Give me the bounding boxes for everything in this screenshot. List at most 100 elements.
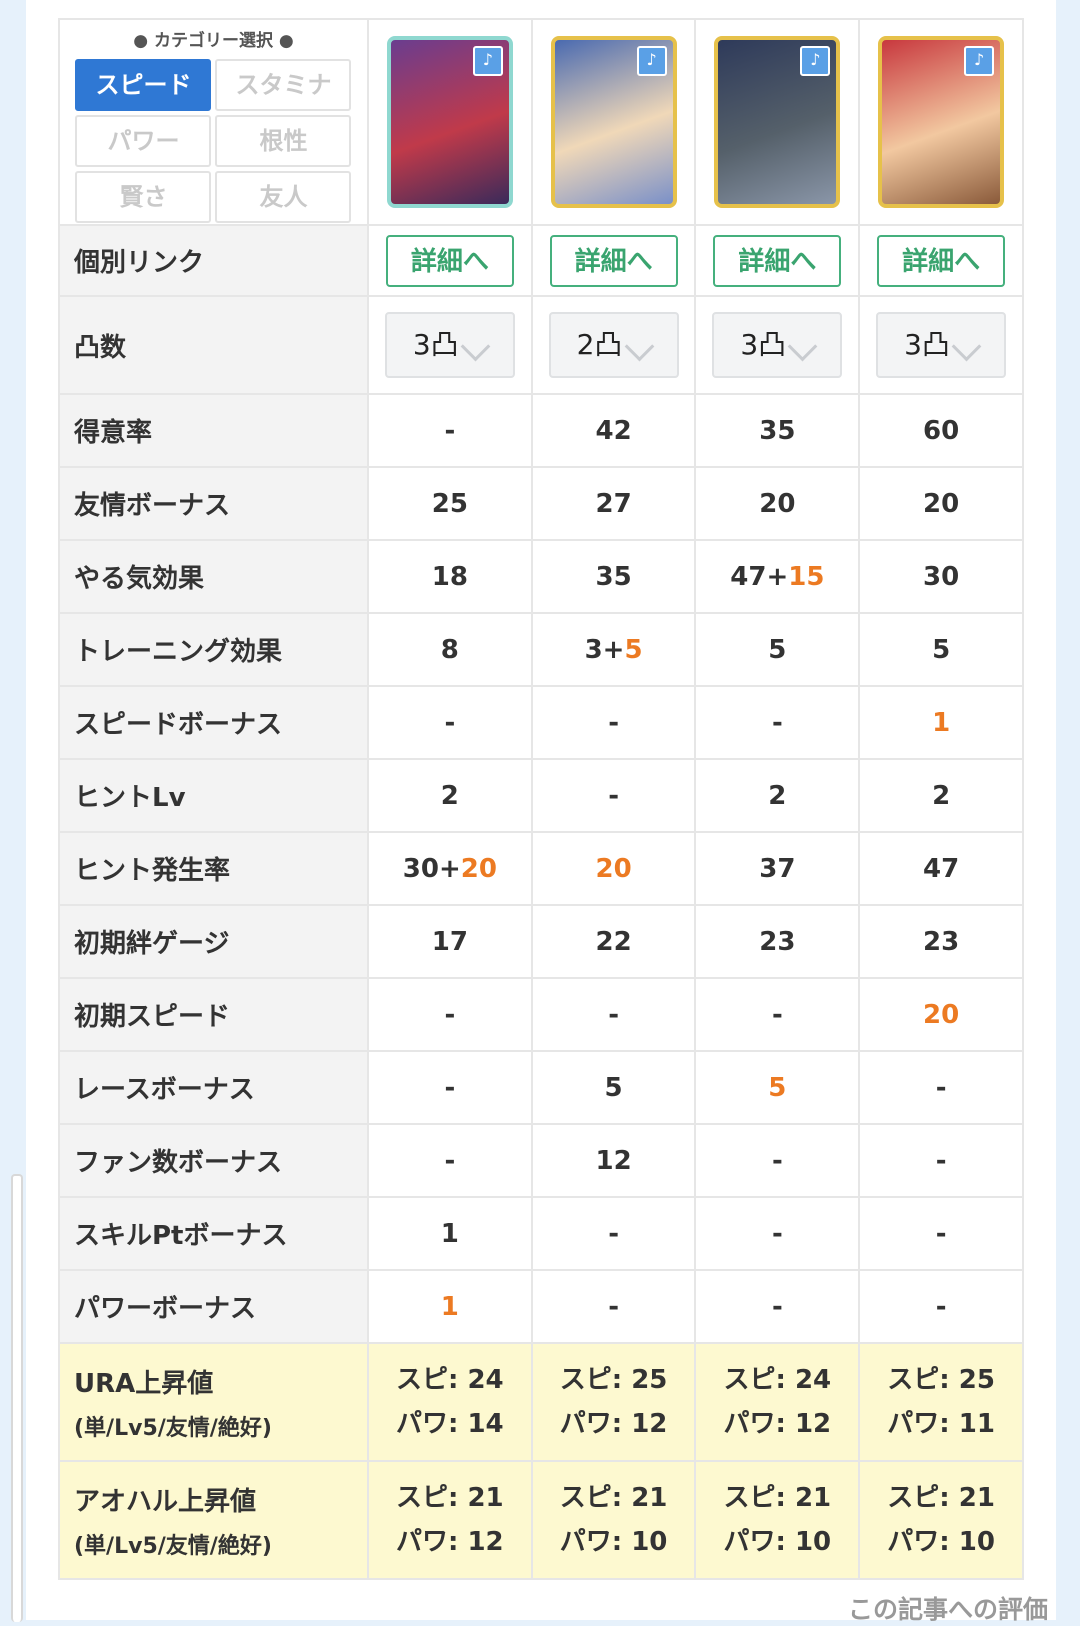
stat-base-value: 18 bbox=[431, 561, 468, 592]
power-gain: パワ: 14 bbox=[396, 1409, 504, 1439]
stat-value: 17 bbox=[366, 904, 533, 979]
speed-gain: スピ: 24 bbox=[723, 1365, 832, 1395]
stat-value: 42 bbox=[530, 393, 697, 468]
category-option-1[interactable]: スピード bbox=[75, 59, 212, 111]
stat-base-value: - bbox=[771, 1145, 783, 1176]
power-gain: パワ: 12 bbox=[723, 1409, 832, 1439]
stat-value: 30 bbox=[858, 539, 1024, 614]
category-selector: ● カテゴリー選択 ● スピード スタミナ パワー 根性 賢さ 友人 bbox=[58, 18, 369, 226]
stat-base-value: - bbox=[771, 999, 783, 1030]
stat-base-value: - bbox=[771, 1218, 783, 1249]
stat-base-value: - bbox=[608, 707, 619, 738]
stat-value: 37 bbox=[694, 831, 861, 906]
stat-value: - bbox=[858, 1269, 1024, 1344]
support-card-image-2[interactable]: ♪ bbox=[550, 36, 677, 208]
detail-button-1[interactable]: 詳細へ bbox=[385, 234, 514, 287]
stat-value: - bbox=[858, 1123, 1024, 1198]
stat-bonus-value: 5 bbox=[768, 1072, 787, 1103]
article-rating-heading: この記事への評価 bbox=[848, 1595, 1049, 1624]
stat-base-value: - bbox=[444, 1072, 456, 1103]
power-gain: パワ: 12 bbox=[559, 1409, 668, 1439]
stat-label: 初期絆ゲージ bbox=[58, 904, 369, 979]
chevron-down-icon bbox=[951, 331, 982, 362]
support-card-compare-table: ● カテゴリー選択 ● スピード スタミナ パワー 根性 賢さ 友人 ♪ ♪ ♪ ♪ 個別… bbox=[58, 18, 1024, 1580]
stat-base-value: 2 bbox=[932, 780, 951, 811]
stat-value: 60 bbox=[858, 393, 1024, 468]
scrollbar[interactable] bbox=[11, 1174, 23, 1622]
support-card-image-4[interactable]: ♪ bbox=[878, 36, 1005, 208]
limit-break-select-3[interactable]: 3凸 bbox=[712, 312, 843, 378]
ura-value: スピ: 24 パワ: 12 bbox=[694, 1342, 861, 1462]
stat-base-value: 60 bbox=[923, 415, 960, 446]
limit-break-select-1[interactable]: 3凸 bbox=[384, 312, 515, 378]
stat-label: やる気効果 bbox=[58, 539, 369, 614]
stat-base-value: 35 bbox=[595, 561, 632, 592]
detail-link-label: 個別リンク bbox=[58, 224, 369, 297]
stat-bonus-value: 5 bbox=[624, 634, 643, 665]
stat-base-value: 47+ bbox=[730, 561, 789, 592]
limit-break-select-2[interactable]: 2凸 bbox=[548, 312, 679, 378]
aoharu-label: アオハル上昇値 (単/Lv5/友情/絶好) bbox=[58, 1460, 369, 1580]
stat-value: 35 bbox=[530, 539, 697, 614]
aoharu-label-title: アオハル上昇値 bbox=[74, 1486, 257, 1517]
category-option-5[interactable]: 賢さ bbox=[75, 171, 212, 223]
support-card-image-3[interactable]: ♪ bbox=[714, 36, 841, 208]
stat-value: - bbox=[530, 1269, 697, 1344]
stat-value: 1 bbox=[858, 685, 1024, 760]
stat-value: - bbox=[858, 1050, 1024, 1125]
stat-base-value: - bbox=[608, 999, 619, 1030]
detail-button-2[interactable]: 詳細へ bbox=[549, 234, 678, 287]
stat-base-value: - bbox=[935, 1291, 947, 1322]
stat-value: 8 bbox=[366, 612, 533, 687]
stat-base-value: - bbox=[444, 1145, 456, 1176]
stat-value: 2 bbox=[366, 758, 533, 833]
stat-label: パワーボーナス bbox=[58, 1269, 369, 1344]
stat-value: - bbox=[694, 1123, 861, 1198]
stat-value: - bbox=[530, 977, 697, 1052]
stat-value: 2 bbox=[858, 758, 1024, 833]
stat-label: 初期スピード bbox=[58, 977, 369, 1052]
stat-base-value: 5 bbox=[932, 634, 951, 665]
chevron-down-icon bbox=[624, 331, 654, 362]
stat-value: - bbox=[366, 685, 533, 760]
stat-base-value: - bbox=[608, 1291, 619, 1322]
stat-value: - bbox=[366, 977, 533, 1052]
stat-value: 1 bbox=[366, 1196, 533, 1271]
stat-value: - bbox=[694, 977, 861, 1052]
stat-base-value: 25 bbox=[431, 488, 468, 519]
stat-bonus-value: 20 bbox=[923, 999, 960, 1030]
power-gain: パワ: 10 bbox=[559, 1527, 668, 1557]
detail-button-3[interactable]: 詳細へ bbox=[713, 234, 842, 287]
category-option-2[interactable]: スタミナ bbox=[215, 59, 352, 111]
stat-value: - bbox=[530, 685, 697, 760]
stat-base-value: 17 bbox=[431, 926, 468, 957]
stat-base-value: 27 bbox=[595, 488, 632, 519]
power-gain: パワ: 12 bbox=[396, 1527, 504, 1557]
category-option-3[interactable]: パワー bbox=[75, 115, 212, 167]
speed-type-icon: ♪ bbox=[472, 46, 503, 76]
stat-base-value: 5 bbox=[768, 634, 787, 665]
category-option-6[interactable]: 友人 bbox=[215, 171, 352, 223]
stat-bonus-value: 1 bbox=[932, 707, 951, 738]
stat-base-value: - bbox=[444, 415, 456, 446]
stat-value: 12 bbox=[530, 1123, 697, 1198]
detail-button-4[interactable]: 詳細へ bbox=[877, 234, 1006, 287]
stat-base-value: 23 bbox=[759, 926, 796, 957]
speed-gain: スピ: 21 bbox=[396, 1483, 504, 1513]
ura-label-title: URA上昇値 bbox=[74, 1368, 214, 1399]
stat-base-value: 5 bbox=[604, 1072, 623, 1103]
stat-base-value: - bbox=[608, 780, 619, 811]
stat-value: 23 bbox=[694, 904, 861, 979]
stat-base-value: 2 bbox=[768, 780, 787, 811]
stat-value: 5 bbox=[858, 612, 1024, 687]
stat-label: ファン数ボーナス bbox=[58, 1123, 369, 1198]
power-gain: パワ: 11 bbox=[887, 1409, 995, 1439]
speed-type-icon: ♪ bbox=[636, 46, 667, 76]
category-option-4[interactable]: 根性 bbox=[215, 115, 352, 167]
stat-base-value: 47 bbox=[923, 853, 960, 884]
limit-break-select-4[interactable]: 3凸 bbox=[876, 312, 1007, 378]
stat-base-value: - bbox=[444, 707, 456, 738]
stat-base-value: 42 bbox=[595, 415, 632, 446]
stat-value: 23 bbox=[858, 904, 1024, 979]
support-card-image-1[interactable]: ♪ bbox=[386, 36, 513, 208]
